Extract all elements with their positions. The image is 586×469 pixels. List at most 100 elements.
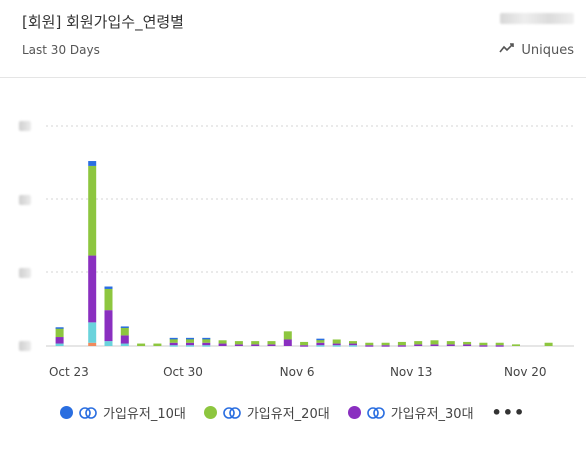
bar-segment[interactable]	[137, 343, 146, 346]
bar-segment[interactable]	[104, 310, 113, 342]
bar-segment[interactable]	[446, 341, 455, 345]
bar-segment[interactable]	[202, 338, 211, 343]
bar-segment[interactable]	[120, 343, 129, 346]
bar-segment[interactable]	[512, 344, 520, 346]
bar-segment[interactable]	[202, 337, 211, 340]
bar-segment[interactable]	[104, 288, 113, 311]
bar-segment[interactable]	[186, 342, 194, 346]
bar-segment[interactable]	[202, 342, 211, 346]
bar-segment[interactable]	[430, 340, 439, 345]
more-legend-button[interactable]: •••	[491, 403, 526, 422]
metric-selector[interactable]: Uniques	[499, 42, 574, 58]
bar-segment[interactable]	[316, 338, 325, 341]
bar-segment[interactable]	[186, 345, 194, 347]
x-tick-label: Nov 20	[504, 365, 547, 379]
bar-segment[interactable]	[267, 344, 276, 346]
bar-segment[interactable]	[300, 345, 309, 347]
bar-segment[interactable]	[381, 342, 390, 346]
bar-segment[interactable]	[88, 342, 97, 346]
bar-segment[interactable]	[463, 341, 472, 345]
x-tick-label: Nov 6	[280, 365, 315, 379]
bar-segment[interactable]	[88, 161, 97, 166]
bar-segment[interactable]	[55, 327, 64, 329]
legend-item-20s[interactable]: 가입유저_20대	[203, 403, 330, 422]
x-tick-label: Oct 30	[163, 365, 203, 379]
series-color-dot	[203, 406, 217, 419]
bar-segment[interactable]	[88, 322, 97, 343]
bar-segment[interactable]	[397, 341, 406, 346]
bar-segment[interactable]	[169, 338, 178, 343]
bar-segment[interactable]	[479, 342, 488, 346]
bar-segment[interactable]	[120, 327, 129, 336]
bar-segment[interactable]	[332, 339, 341, 344]
bar-segment[interactable]	[365, 342, 374, 346]
bar-segment[interactable]	[120, 335, 129, 344]
stacked-bar-chart[interactable]: Oct 23 Oct 30 Nov 6 Nov 13 Nov 20	[0, 80, 586, 390]
x-tick-label: Nov 13	[390, 365, 433, 379]
bar-segment[interactable]	[397, 345, 406, 347]
bar-segment[interactable]	[234, 341, 243, 345]
bar-segment[interactable]	[495, 345, 504, 347]
chart-legend: 가입유저_10대 가입유저_20대 가입유저_30대 •••	[60, 403, 525, 422]
bar-segment[interactable]	[55, 343, 64, 346]
bar-segment[interactable]	[544, 342, 553, 346]
x-tick-label: Oct 23	[49, 365, 89, 379]
bar-segment[interactable]	[55, 328, 64, 338]
bar-segment[interactable]	[234, 344, 243, 346]
legend-label: 가입유저_10대	[103, 407, 186, 422]
bar-segment[interactable]	[479, 345, 488, 347]
bar-segment[interactable]	[186, 338, 194, 343]
bar-segment[interactable]	[381, 345, 390, 347]
legend-label: 가입유저_20대	[246, 407, 330, 422]
report-title[interactable]: [회원] 회원가입수_연령별	[22, 13, 184, 31]
bar-segment[interactable]	[414, 344, 423, 346]
trend-line-icon	[499, 42, 515, 58]
bar-segment[interactable]	[104, 341, 113, 346]
bar-segment[interactable]	[169, 342, 178, 346]
bar-segment[interactable]	[332, 343, 341, 346]
bar-segment[interactable]	[463, 344, 472, 346]
bar-segment[interactable]	[88, 255, 97, 323]
bar-segment[interactable]	[218, 343, 227, 346]
bar-segment[interactable]	[88, 165, 97, 256]
bar-segment[interactable]	[316, 345, 325, 347]
date-range-label[interactable]: Last 30 Days	[22, 43, 100, 57]
y-tick-label-redacted	[19, 121, 31, 131]
bar-segment[interactable]	[186, 337, 194, 340]
bar-segment[interactable]	[55, 337, 64, 344]
bar-segment[interactable]	[169, 345, 178, 347]
bar-segment[interactable]	[104, 286, 113, 289]
y-tick-label-redacted	[19, 195, 31, 205]
bar-segment[interactable]	[300, 341, 309, 346]
bar-segment[interactable]	[120, 326, 129, 328]
bar-segment[interactable]	[414, 341, 423, 345]
bar-segment[interactable]	[495, 342, 504, 346]
segment-rings-icon	[79, 406, 97, 420]
bar-segment[interactable]	[267, 341, 276, 345]
bar-segment[interactable]	[251, 341, 260, 345]
bar-segment[interactable]	[218, 340, 227, 344]
bar-segment[interactable]	[349, 343, 357, 346]
bar-segment[interactable]	[365, 345, 374, 347]
bar-segment[interactable]	[283, 331, 292, 340]
legend-item-30s[interactable]: 가입유저_30대	[347, 403, 474, 422]
bar-segment[interactable]	[169, 337, 178, 340]
legend-item-10s[interactable]: 가입유저_10대	[60, 403, 186, 422]
bar-segment[interactable]	[349, 345, 357, 347]
legend-label: 가입유저_30대	[390, 407, 474, 422]
segment-rings-icon	[223, 406, 241, 420]
bar-segment[interactable]	[332, 345, 341, 347]
bar-segment[interactable]	[251, 344, 260, 346]
series-color-dot	[60, 406, 73, 419]
bar-segment[interactable]	[349, 341, 357, 344]
series-color-dot	[347, 406, 361, 419]
bar-segment[interactable]	[202, 345, 211, 347]
header-divider	[0, 77, 586, 78]
bar-segment[interactable]	[283, 339, 292, 346]
bar-segment[interactable]	[446, 344, 455, 346]
bar-segment[interactable]	[316, 342, 325, 346]
bar-segment[interactable]	[153, 343, 162, 346]
bar-segment[interactable]	[316, 339, 325, 343]
bar-segment[interactable]	[430, 344, 439, 346]
